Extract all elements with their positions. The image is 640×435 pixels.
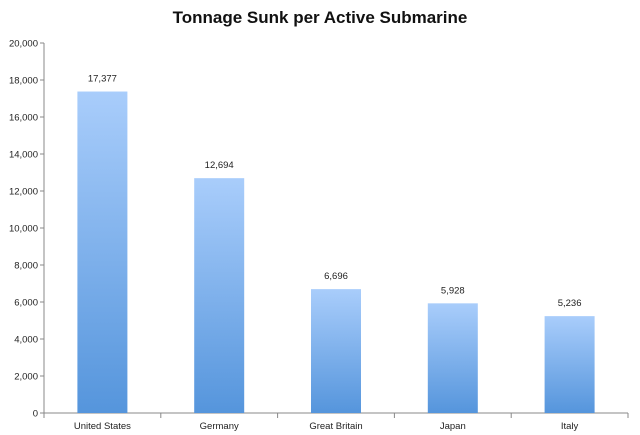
y-tick-label: 14,000: [9, 150, 38, 161]
data-label: 17,377: [88, 74, 117, 85]
labels-group: 17,377 United States 12,694 Germany 6,696 Gre…: [74, 74, 582, 432]
bar: [194, 178, 245, 413]
chart-title: Tonnage Sunk per Active Submarine: [172, 8, 468, 27]
x-category-label: Germany: [200, 421, 239, 432]
data-label: 5,928: [441, 285, 465, 296]
x-category-label: Great Britain: [309, 421, 362, 432]
data-label: 12,694: [205, 160, 234, 171]
y-tick-label: 20,000: [9, 39, 38, 50]
bar: [311, 289, 361, 413]
data-label: 5,236: [558, 298, 582, 309]
y-tick-label: 10,000: [9, 224, 38, 235]
x-category-label: United States: [74, 421, 131, 432]
y-tick-label: 8,000: [14, 261, 38, 272]
data-label: 6,696: [324, 271, 348, 282]
bars-group: [77, 91, 595, 413]
x-category-label: Italy: [561, 421, 579, 432]
bar: [544, 316, 595, 413]
y-tick-label: 16,000: [9, 113, 38, 124]
y-tick-label: 0: [33, 409, 38, 420]
bar: [77, 91, 128, 413]
y-tick-label: 2,000: [14, 372, 38, 383]
y-tick-label: 6,000: [14, 298, 38, 309]
bar: [427, 303, 478, 413]
y-tick-label: 4,000: [14, 335, 38, 346]
y-tick-label: 18,000: [9, 76, 38, 87]
y-tick-label: 12,000: [9, 187, 38, 198]
x-category-label: Japan: [440, 421, 466, 432]
